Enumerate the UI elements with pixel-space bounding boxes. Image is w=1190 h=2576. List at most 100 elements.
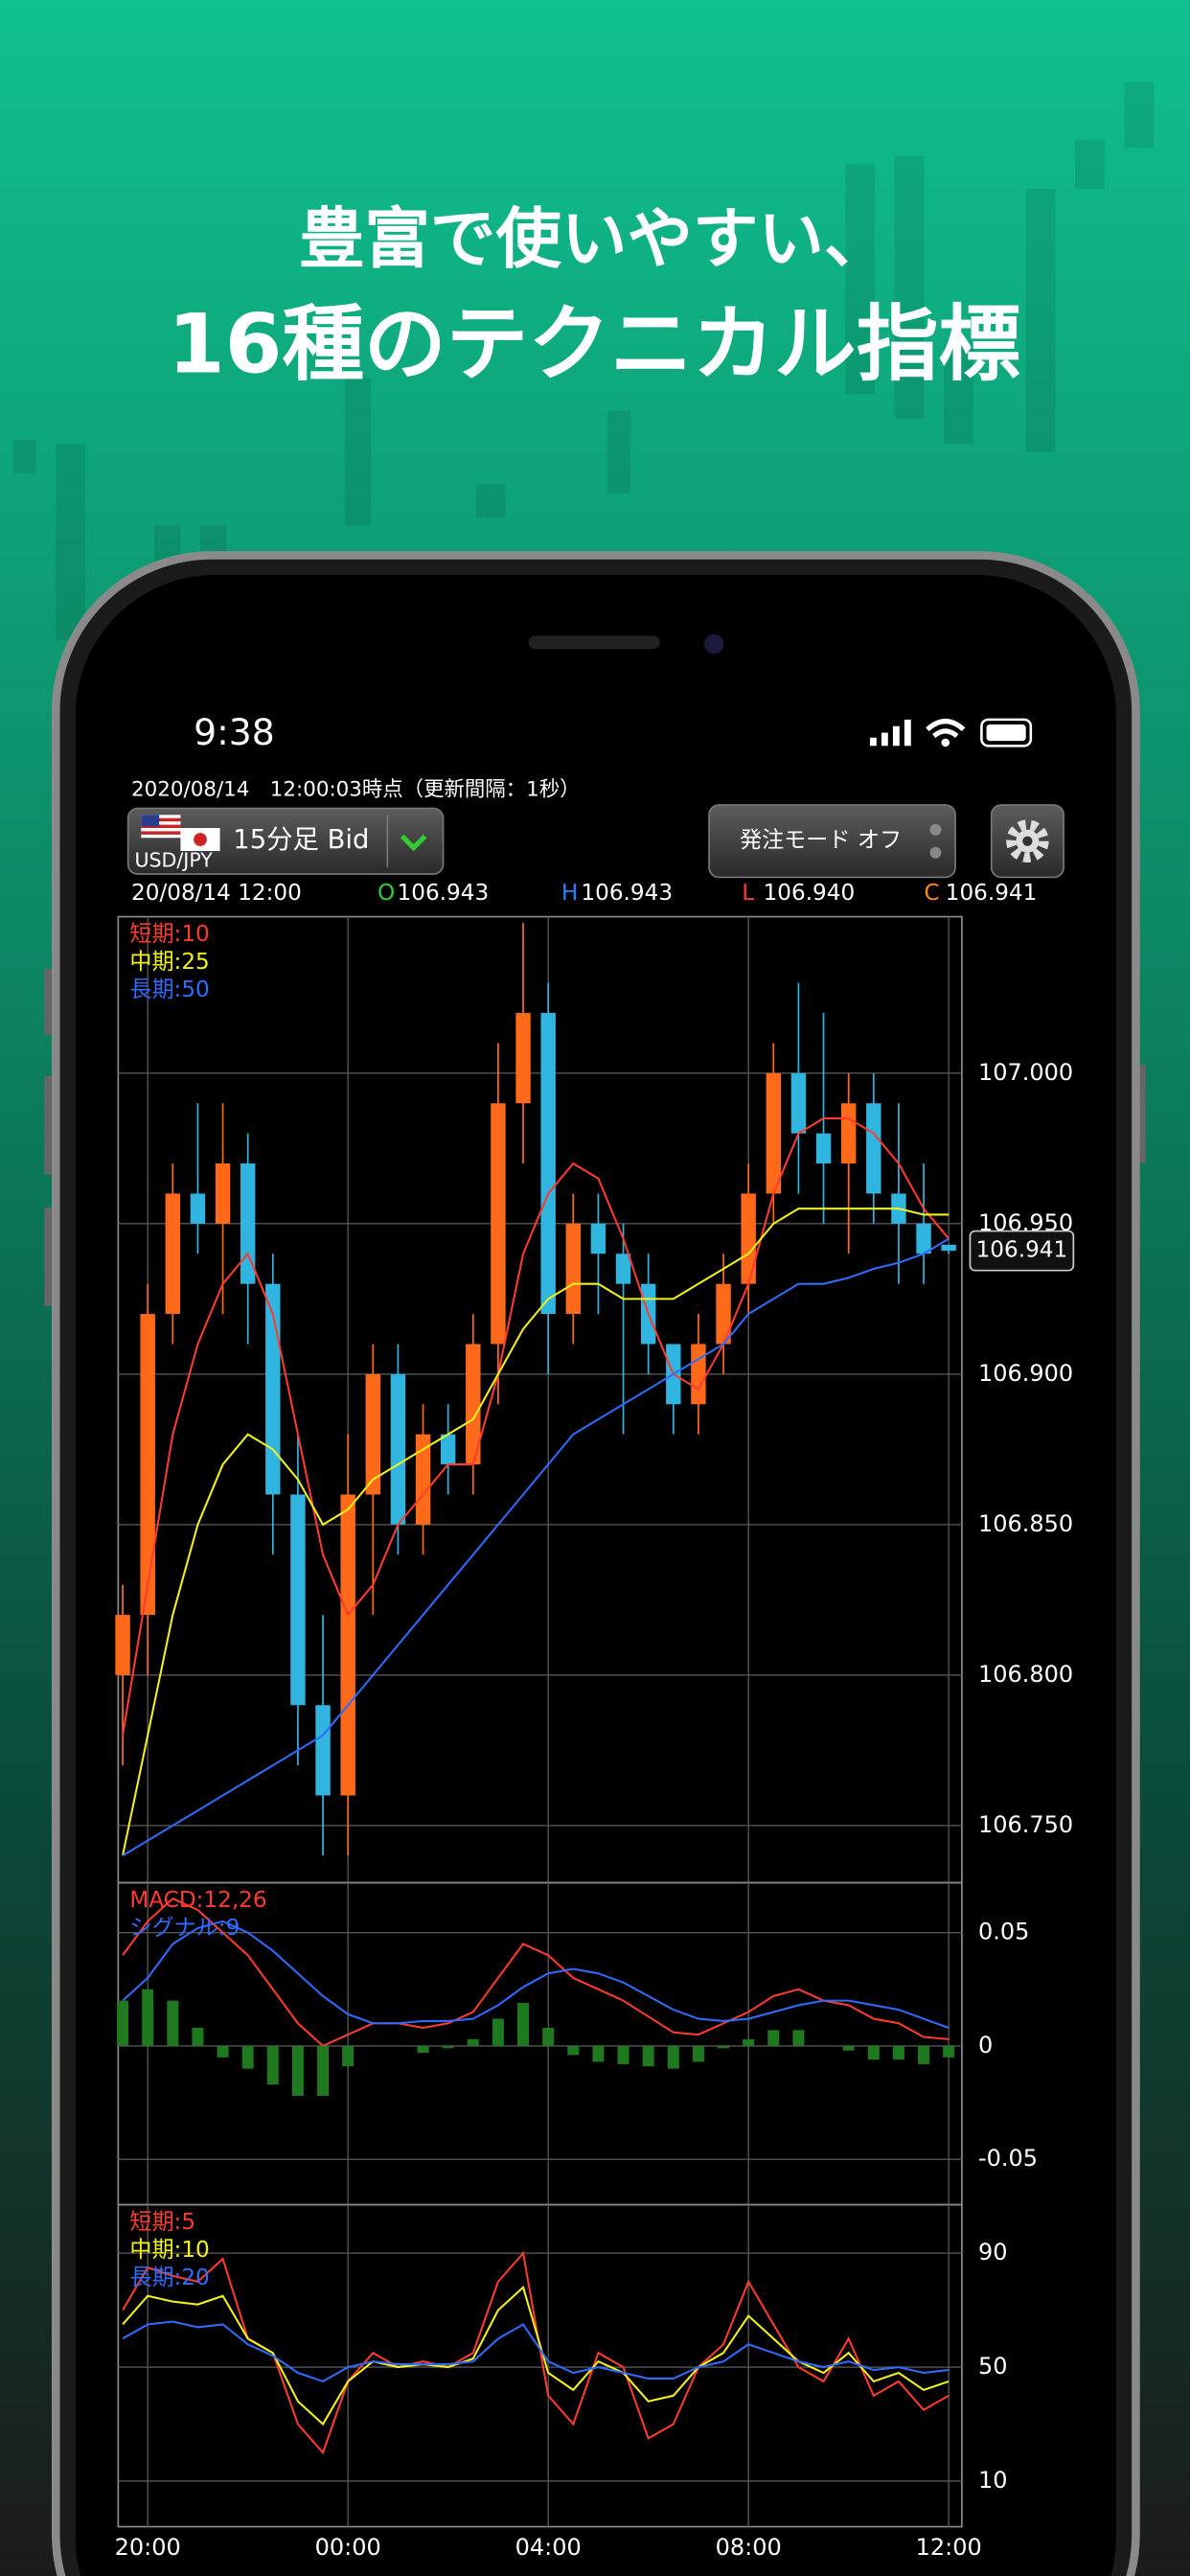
candle-body	[390, 1373, 406, 1525]
x-tick-label: 12:00	[916, 2534, 982, 2561]
y-tick-label: 106.900	[978, 1360, 1073, 1387]
y-tick-label: 106.800	[978, 1661, 1073, 1688]
legend-entry: 短期:10	[129, 922, 209, 947]
wifi-icon	[926, 719, 966, 739]
candle-body	[815, 1133, 832, 1164]
ohlc-value: 106.941	[946, 881, 1038, 906]
headline: 16種のテクニカル指標	[168, 297, 1020, 393]
histogram-bar	[943, 2045, 955, 2058]
line	[122, 2285, 950, 2426]
symbol: USD/JPY	[134, 848, 213, 871]
line	[122, 1237, 950, 1857]
headline: 豊富で使いやすい、	[299, 201, 890, 278]
ohlc-label: H	[561, 881, 578, 906]
line	[122, 1920, 950, 2029]
status-time: 9:38	[194, 711, 275, 753]
histogram-bar	[842, 2045, 855, 2051]
candle-body	[491, 1103, 506, 1345]
histogram-bar	[667, 2045, 679, 2069]
y-tick-label: 0	[978, 2032, 993, 2058]
candle-body	[941, 1244, 956, 1252]
histogram-bar	[592, 2045, 605, 2062]
candle-body	[340, 1494, 355, 1796]
us-flag	[141, 815, 160, 827]
y-tick-label: 90	[978, 2239, 1008, 2266]
line	[122, 2320, 950, 2383]
gear-icon	[1022, 836, 1033, 846]
order-mode-button[interactable]	[708, 804, 956, 879]
candle-body	[466, 1344, 481, 1465]
candle-body	[866, 1103, 881, 1194]
candle-body	[515, 1013, 531, 1104]
ohlc-value: 106.943	[398, 881, 490, 906]
histogram-bar	[442, 2045, 454, 2049]
candle-body	[215, 1163, 231, 1224]
line	[122, 1208, 950, 1856]
y-tick-label: 106.750	[978, 1811, 1073, 1838]
battery-icon	[980, 718, 1033, 748]
timeframe: 15分足 Bid	[233, 825, 369, 855]
jp-flag	[194, 833, 207, 846]
histogram-bar	[718, 2045, 730, 2049]
histogram-bar	[266, 2045, 279, 2085]
y-tick-label: 106.850	[978, 1510, 1073, 1537]
toggle	[929, 823, 942, 836]
phone-screen	[75, 575, 1116, 2576]
histogram-bar	[241, 2045, 254, 2069]
y-tick-label: 107.000	[978, 1059, 1073, 1086]
histogram-bar	[542, 2028, 555, 2046]
histogram-bar	[467, 2038, 479, 2046]
y-tick-label: -0.05	[978, 2145, 1038, 2172]
signal-icon	[869, 719, 911, 747]
symbol-button[interactable]	[126, 807, 445, 875]
candle-body	[440, 1434, 456, 1465]
candle-body	[290, 1494, 306, 1706]
phone-button	[44, 1208, 55, 1306]
histogram-bar	[517, 2002, 530, 2046]
histogram-bar	[567, 2045, 580, 2056]
histogram-bar	[492, 2018, 504, 2046]
y-tick-label: 0.05	[978, 1919, 1029, 1945]
line	[122, 1116, 950, 1736]
candle-body	[190, 1193, 206, 1224]
phone-button	[44, 1075, 55, 1175]
y-tick-label: 50	[978, 2353, 1008, 2380]
legend-entry: 長期:20	[129, 2266, 209, 2290]
histogram-bar	[767, 2030, 780, 2046]
price-box	[969, 1230, 1075, 1272]
candle-body	[716, 1283, 731, 1345]
wifi-icon	[941, 738, 950, 748]
x-tick-label: 08:00	[716, 2534, 782, 2561]
candle-body	[140, 1314, 155, 1616]
order-mode: 発注モード オフ	[740, 828, 902, 853]
timestamp: 2020/08/14 12:00:03時点（更新間隔：1秒）	[131, 778, 580, 802]
histogram-bar	[642, 2045, 654, 2067]
candle-body	[565, 1223, 582, 1315]
toggle	[929, 846, 942, 859]
legend-entry: 中期:25	[129, 950, 209, 975]
legend-entry: 中期:10	[129, 2238, 209, 2263]
legend-entry: 短期:5	[129, 2210, 195, 2235]
speaker	[528, 635, 660, 650]
candle-body	[115, 1615, 130, 1675]
ohlc-value: 106.943	[581, 881, 673, 906]
ohlc-label: L	[742, 881, 754, 906]
histogram-bar	[743, 2038, 755, 2046]
histogram-bar	[918, 2045, 930, 2064]
histogram-bar	[342, 2045, 355, 2067]
candle-body	[741, 1193, 756, 1284]
bar-time: 20/08/14 12:00	[131, 881, 302, 906]
histogram-bar	[142, 1989, 154, 2046]
ohlc-value: 106.940	[764, 881, 856, 906]
phone-button	[44, 969, 55, 1035]
candle-body	[415, 1434, 431, 1525]
candle-body	[540, 1013, 556, 1315]
x-tick-label: 20:00	[115, 2534, 181, 2561]
histogram-bar	[867, 2045, 880, 2060]
histogram-bar	[291, 2045, 304, 2096]
histogram-bar	[192, 2028, 204, 2046]
ohlc-label: C	[924, 881, 939, 906]
chevron[interactable]	[400, 834, 427, 852]
legend-entry: MACD:12,26	[129, 1888, 266, 1913]
